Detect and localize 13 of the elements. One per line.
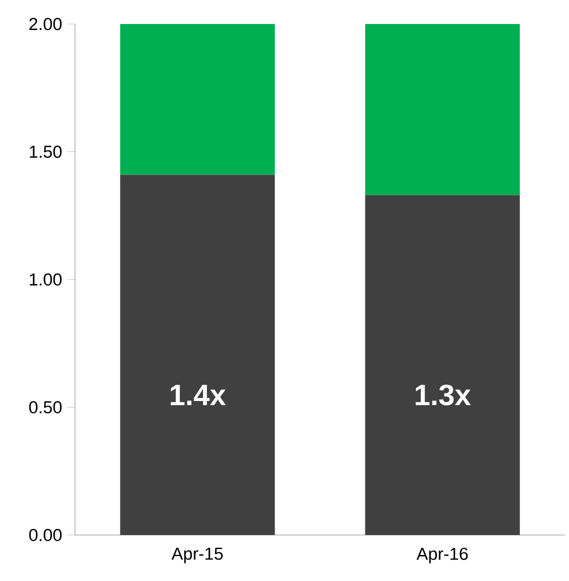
y-tick-label: 1.00 [30, 273, 62, 286]
data-label: 1.3x [416, 384, 471, 406]
y-tick-label: 2.00 [29, 18, 62, 30]
bar [364, 24, 520, 196]
bar [120, 24, 275, 175]
y-tick-label: 1.50 [30, 146, 62, 158]
y-tick-label: 0.00 [29, 528, 62, 542]
x-tick-label: Apr-15 [171, 548, 223, 564]
bar [120, 174, 275, 535]
x-tick-label: Apr-16 [416, 548, 468, 564]
y-tick-label: 0.50 [29, 401, 62, 414]
bar [364, 195, 520, 535]
data-label: 1.4x [170, 384, 226, 406]
